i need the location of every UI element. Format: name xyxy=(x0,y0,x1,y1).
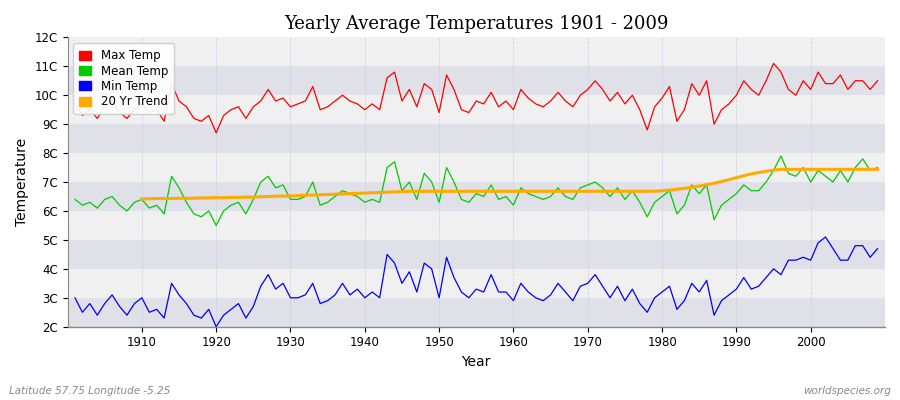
Min Temp xyxy=(129,301,140,306)
Mean Temp xyxy=(776,154,787,158)
Max Temp xyxy=(872,78,883,83)
Bar xyxy=(68,211,885,240)
20 Yr Trend xyxy=(842,167,853,172)
Mean Temp xyxy=(300,194,310,199)
Legend: Max Temp, Mean Temp, Min Temp, 20 Yr Trend: Max Temp, Mean Temp, Min Temp, 20 Yr Tre… xyxy=(74,43,174,114)
20 Yr Trend xyxy=(776,167,787,172)
Min Temp xyxy=(345,292,356,297)
Min Temp xyxy=(872,246,883,251)
Bar xyxy=(68,124,885,153)
Max Temp xyxy=(345,98,356,103)
20 Yr Trend xyxy=(277,194,288,199)
Bar xyxy=(68,37,885,66)
Min Temp xyxy=(605,295,616,300)
Title: Yearly Average Temperatures 1901 - 2009: Yearly Average Temperatures 1901 - 2009 xyxy=(284,15,669,33)
Text: worldspecies.org: worldspecies.org xyxy=(803,386,891,396)
20 Yr Trend xyxy=(820,167,831,172)
Bar xyxy=(68,182,885,211)
Max Temp xyxy=(69,102,80,106)
Bar xyxy=(68,95,885,124)
Line: Mean Temp: Mean Temp xyxy=(75,156,878,226)
Max Temp xyxy=(300,98,310,103)
Line: Max Temp: Max Temp xyxy=(75,63,878,133)
Line: Min Temp: Min Temp xyxy=(75,237,878,327)
Min Temp xyxy=(211,324,221,329)
20 Yr Trend xyxy=(308,193,319,198)
Mean Temp xyxy=(211,223,221,228)
20 Yr Trend xyxy=(137,196,148,201)
Min Temp xyxy=(508,298,518,303)
Mean Temp xyxy=(872,165,883,170)
Min Temp xyxy=(69,295,80,300)
Mean Temp xyxy=(69,197,80,202)
Bar xyxy=(68,298,885,327)
Max Temp xyxy=(605,98,616,103)
Min Temp xyxy=(300,292,310,297)
Text: Latitude 57.75 Longitude -5.25: Latitude 57.75 Longitude -5.25 xyxy=(9,386,170,396)
Mean Temp xyxy=(345,191,356,196)
Mean Temp xyxy=(129,200,140,205)
Bar xyxy=(68,240,885,269)
Mean Temp xyxy=(605,194,616,199)
Bar xyxy=(68,269,885,298)
Mean Temp xyxy=(516,186,526,190)
Line: 20 Yr Trend: 20 Yr Trend xyxy=(142,169,878,199)
Min Temp xyxy=(516,281,526,286)
Max Temp xyxy=(211,130,221,135)
20 Yr Trend xyxy=(872,167,883,172)
X-axis label: Year: Year xyxy=(462,355,491,369)
Max Temp xyxy=(129,107,140,112)
20 Yr Trend xyxy=(516,189,526,194)
Bar xyxy=(68,153,885,182)
Max Temp xyxy=(516,87,526,92)
Bar xyxy=(68,66,885,95)
Y-axis label: Temperature: Temperature xyxy=(15,138,29,226)
Max Temp xyxy=(508,107,518,112)
Max Temp xyxy=(768,61,778,66)
Min Temp xyxy=(820,235,831,240)
20 Yr Trend xyxy=(575,189,586,194)
Mean Temp xyxy=(508,203,518,208)
